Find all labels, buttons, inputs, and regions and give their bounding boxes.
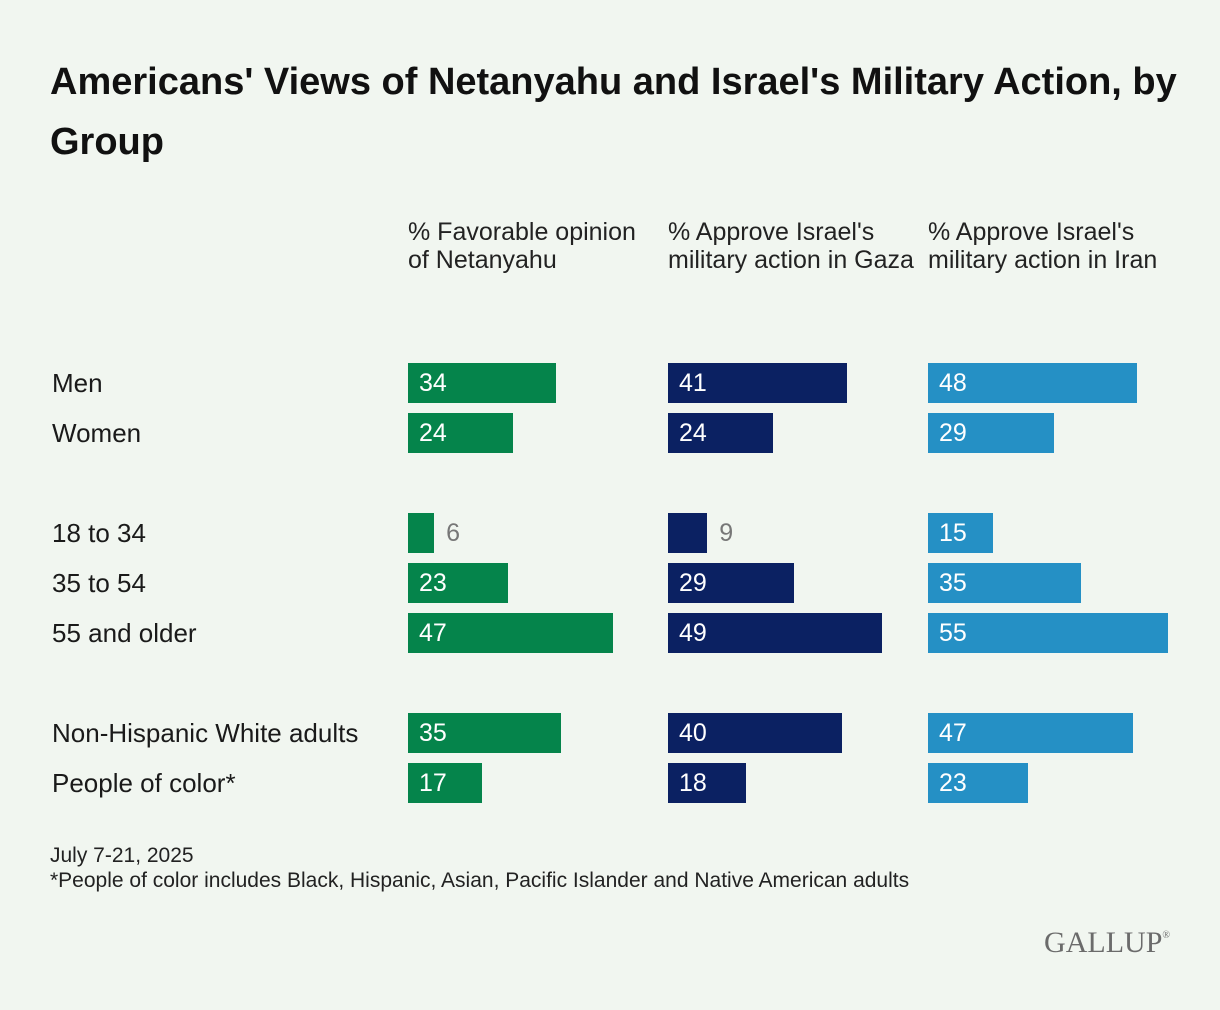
bar	[668, 413, 773, 453]
bar-value-label: 24	[419, 419, 447, 447]
bar-value-label: 35	[939, 569, 967, 597]
bar-value-label: 6	[446, 519, 461, 547]
bar	[928, 363, 1138, 403]
bar	[928, 513, 994, 553]
date-note: July 7-21, 2025	[50, 844, 194, 867]
gallup-logo: GALLUP®	[1044, 926, 1170, 960]
bar-value-label: 35	[419, 719, 447, 747]
bar-value-label: 48	[939, 369, 967, 397]
bar-value-label: 49	[679, 619, 707, 647]
bar	[928, 413, 1055, 453]
logo-text: GALLUP	[1044, 926, 1163, 959]
bar	[668, 363, 847, 403]
bar	[928, 763, 1029, 803]
bar	[408, 563, 509, 603]
bar	[408, 713, 561, 753]
bar	[668, 713, 843, 753]
row-label: 35 to 54	[52, 568, 146, 598]
bar	[668, 563, 795, 603]
logo-mark: ®	[1162, 930, 1170, 941]
bar	[408, 513, 435, 553]
bar	[668, 763, 747, 803]
row-label: People of color*	[52, 768, 236, 798]
column-header: % Favorable opinion of Netanyahu	[408, 218, 636, 274]
column-header: % Approve Israel's military action in Ga…	[668, 218, 914, 274]
bar	[408, 763, 483, 803]
bar-value-label: 47	[419, 619, 447, 647]
bar	[928, 613, 1168, 653]
row-label: Women	[52, 418, 142, 448]
column-header: % Approve Israel's military action in Ir…	[928, 218, 1158, 274]
bar-value-label: 23	[419, 569, 447, 597]
row-label: 55 and older	[52, 618, 197, 648]
bar	[928, 713, 1133, 753]
bar-value-label: 9	[719, 519, 734, 547]
bar-value-label: 24	[679, 419, 707, 447]
row-label: Men	[52, 368, 103, 398]
bar	[408, 613, 613, 653]
bar	[408, 413, 513, 453]
row-label: Non-Hispanic White adults	[52, 718, 359, 748]
bar-value-label: 34	[419, 369, 447, 397]
bar-value-label: 40	[679, 719, 707, 747]
bar-value-label: 17	[419, 769, 447, 797]
bar	[928, 563, 1081, 603]
bar-value-label: 29	[679, 569, 707, 597]
bar	[668, 513, 708, 553]
bar-value-label: 18	[679, 769, 707, 797]
bar	[408, 363, 557, 403]
bar-value-label: 23	[939, 769, 967, 797]
row-label: 18 to 34	[52, 518, 146, 548]
bar-value-label: 41	[679, 369, 707, 397]
bar-value-label: 55	[939, 619, 967, 647]
bar	[668, 613, 882, 653]
bar-value-label: 29	[939, 419, 967, 447]
bar-value-label: 15	[939, 519, 967, 547]
footnote: *People of color includes Black, Hispani…	[50, 869, 910, 892]
bar-value-label: 47	[939, 719, 967, 747]
chart-title: Americans' Views of Netanyahu and Israel…	[50, 61, 1177, 163]
